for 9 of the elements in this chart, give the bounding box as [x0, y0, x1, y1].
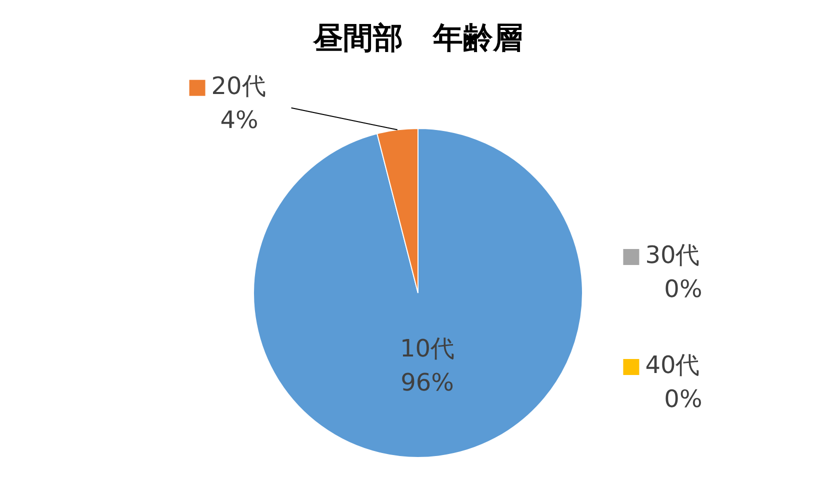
- legend-label: 40代: [645, 351, 700, 380]
- data-label: 96%: [400, 368, 454, 397]
- legend-label: 30代: [645, 241, 700, 270]
- text: 0%: [664, 385, 702, 414]
- text: 0%: [664, 275, 702, 304]
- data-label: 4%: [220, 106, 258, 134]
- slice-label: 10代: [400, 334, 455, 363]
- legend-label: 20代: [211, 72, 266, 100]
- chart-title: 昼間部 年齢層: [312, 20, 523, 56]
